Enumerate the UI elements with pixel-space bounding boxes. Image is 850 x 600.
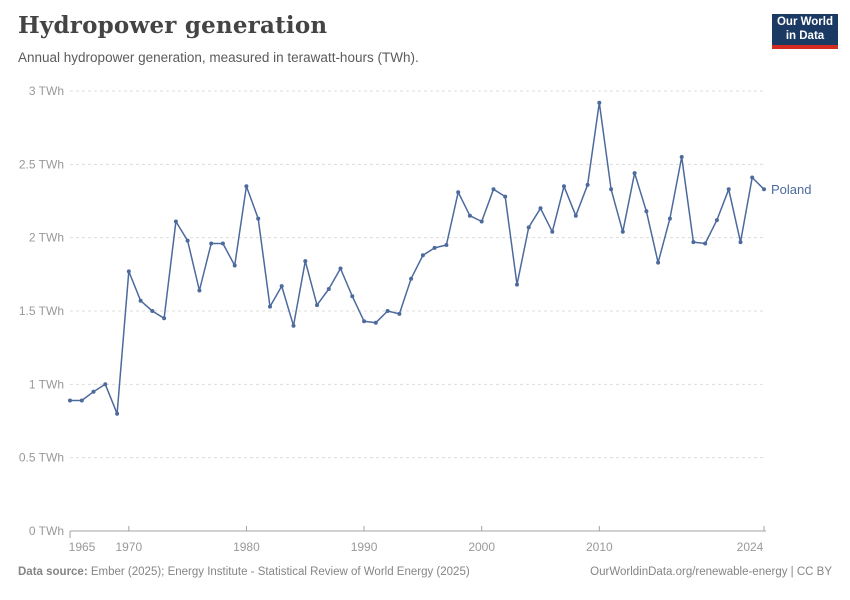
line-chart-canvas[interactable]: 0 TWh 0.5 TWh 1 TWh 1.5 TWh 2 TWh 2.5 TWh 3 TW… xyxy=(0,78,850,570)
data-point[interactable] xyxy=(397,311,402,316)
data-point[interactable] xyxy=(491,187,496,192)
owid-logo[interactable]: Our World in Data xyxy=(772,14,838,49)
data-point[interactable] xyxy=(503,194,508,199)
data-point[interactable] xyxy=(350,294,355,299)
data-point[interactable] xyxy=(373,320,378,325)
data-point[interactable] xyxy=(209,241,214,246)
data-point[interactable] xyxy=(550,229,555,234)
data-point[interactable] xyxy=(409,276,414,281)
data-point[interactable] xyxy=(456,190,461,195)
data-point[interactable] xyxy=(714,218,719,223)
data-point[interactable] xyxy=(232,263,237,268)
owid-license-link[interactable]: OurWorldinData.org/renewable-energy | CC… xyxy=(590,566,832,578)
data-point[interactable] xyxy=(515,282,519,287)
data-point[interactable] xyxy=(420,253,425,258)
data-point[interactable] xyxy=(162,316,167,321)
data-point[interactable] xyxy=(79,398,84,403)
data-point[interactable] xyxy=(609,187,614,192)
data-point[interactable] xyxy=(644,209,649,214)
data-point[interactable] xyxy=(585,182,590,187)
data-point[interactable] xyxy=(444,243,449,247)
series-label[interactable]: Poland xyxy=(771,182,811,197)
data-point[interactable] xyxy=(315,303,319,308)
owid-logo-line1: Our World xyxy=(776,16,833,28)
data-point[interactable] xyxy=(762,187,766,192)
y-tick-label: 1 TWh xyxy=(29,377,64,391)
y-tick-label: 2.5 TWh xyxy=(19,157,64,171)
data-point[interactable] xyxy=(91,389,96,394)
data-point[interactable] xyxy=(432,245,437,250)
y-tick-label: 3 TWh xyxy=(29,84,64,98)
data-point[interactable] xyxy=(573,213,578,218)
data-point[interactable] xyxy=(362,319,367,324)
data-point[interactable] xyxy=(538,206,543,211)
data-point[interactable] xyxy=(385,309,390,313)
data-point[interactable] xyxy=(185,238,190,243)
data-point[interactable] xyxy=(738,240,743,245)
data-point[interactable] xyxy=(750,175,755,180)
x-tick-label: 1965 xyxy=(69,540,96,554)
data-point[interactable] xyxy=(126,269,131,274)
data-point[interactable] xyxy=(691,240,696,245)
x-tick-label: 2000 xyxy=(468,540,495,554)
data-point[interactable] xyxy=(303,259,308,264)
data-point[interactable] xyxy=(197,288,202,293)
data-point[interactable] xyxy=(150,309,155,313)
data-point[interactable] xyxy=(467,213,472,218)
data-point[interactable] xyxy=(244,184,249,189)
chart-subtitle: Annual hydropower generation, measured i… xyxy=(18,50,419,65)
y-tick-label: 2 TWh xyxy=(29,231,64,245)
data-point[interactable] xyxy=(338,266,343,271)
chart-footer: Data source: Ember (2025); Energy Instit… xyxy=(18,566,832,578)
data-point[interactable] xyxy=(220,241,225,246)
data-source-label: Data source: xyxy=(18,566,88,578)
data-point[interactable] xyxy=(103,382,108,387)
owid-logo-line2: in Data xyxy=(785,29,825,42)
data-point[interactable] xyxy=(173,219,178,224)
data-source-note: Data source: Ember (2025); Energy Instit… xyxy=(18,566,470,578)
data-source-text: Ember (2025); Energy Institute - Statist… xyxy=(87,566,470,578)
data-point[interactable] xyxy=(526,225,531,230)
data-point[interactable] xyxy=(138,298,143,303)
x-tick-label: 1970 xyxy=(115,540,142,554)
data-point[interactable] xyxy=(703,241,708,246)
data-point[interactable] xyxy=(632,171,637,176)
data-point[interactable] xyxy=(291,323,296,328)
data-point[interactable] xyxy=(256,216,261,221)
data-point[interactable] xyxy=(68,398,72,403)
data-point[interactable] xyxy=(326,287,331,291)
x-tick-label: 2024 xyxy=(737,540,764,554)
data-point[interactable] xyxy=(726,187,731,192)
x-tick-label: 1990 xyxy=(351,540,378,554)
data-point[interactable] xyxy=(667,216,672,221)
y-tick-label: 0 TWh xyxy=(29,524,64,538)
data-point[interactable] xyxy=(268,304,272,309)
data-point[interactable] xyxy=(115,411,120,416)
data-point[interactable] xyxy=(479,219,484,224)
y-tick-label: 1.5 TWh xyxy=(19,304,64,318)
data-point[interactable] xyxy=(656,260,661,265)
page-title: Hydropower generation xyxy=(18,12,328,39)
data-point[interactable] xyxy=(679,155,684,159)
data-point[interactable] xyxy=(597,100,602,105)
y-tick-label: 0.5 TWh xyxy=(19,451,64,465)
x-tick-label: 2010 xyxy=(586,540,613,554)
data-point[interactable] xyxy=(620,229,625,234)
x-tick-label: 1980 xyxy=(233,540,260,554)
data-point[interactable] xyxy=(279,284,284,289)
series-line[interactable] xyxy=(70,101,765,415)
data-point[interactable] xyxy=(562,184,566,189)
